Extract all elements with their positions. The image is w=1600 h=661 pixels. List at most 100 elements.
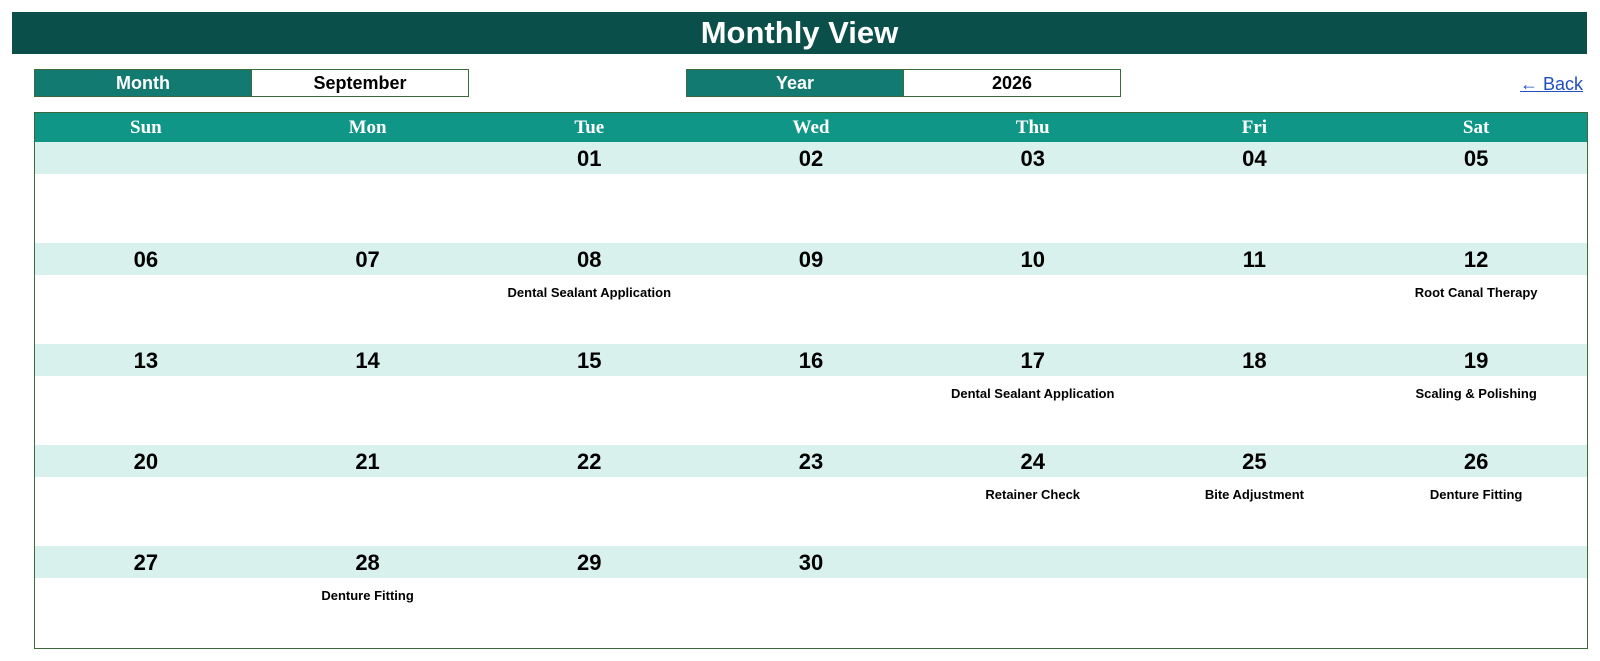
day-number: 15 xyxy=(478,344,701,376)
day-cell[interactable]: 24 Retainer Check xyxy=(921,445,1144,546)
day-events xyxy=(922,174,1144,243)
day-number: 08 xyxy=(478,243,701,275)
day-number xyxy=(1143,546,1366,578)
day-number: 27 xyxy=(35,546,257,578)
day-cell[interactable]: 04 xyxy=(1143,142,1366,243)
day-number: 17 xyxy=(921,344,1144,376)
day-events xyxy=(1144,275,1366,344)
day-cell[interactable]: 19 Scaling & Polishing xyxy=(1365,344,1587,445)
day-number xyxy=(921,546,1144,578)
year-select[interactable]: 2026 xyxy=(903,69,1121,97)
day-cell[interactable]: 11 xyxy=(1143,243,1366,344)
day-number: 30 xyxy=(700,546,922,578)
calendar-weeks: 01 02 03 04 05 06 07 08 Dental Sealant Applicati… xyxy=(35,142,1587,645)
day-events: Denture Fitting xyxy=(257,578,479,645)
day-events xyxy=(257,376,479,445)
month-select[interactable]: September xyxy=(251,69,469,97)
weekday-sat: Sat xyxy=(1462,117,1490,138)
day-cell[interactable]: 06 xyxy=(35,243,257,344)
day-number xyxy=(1365,546,1587,578)
day-cell[interactable]: 22 xyxy=(478,445,701,546)
day-events xyxy=(700,477,922,546)
day-number: 11 xyxy=(1143,243,1366,275)
day-events xyxy=(35,578,257,645)
day-cell[interactable]: 07 xyxy=(256,243,479,344)
day-number: 05 xyxy=(1365,142,1587,174)
day-cell[interactable]: 20 xyxy=(35,445,257,546)
weekday-sun: Sun xyxy=(130,117,162,138)
appointment-entry[interactable]: Denture Fitting xyxy=(1429,487,1523,502)
day-cell[interactable]: 16 xyxy=(700,344,922,445)
day-events xyxy=(257,275,479,344)
day-cell[interactable]: 29 xyxy=(478,546,701,645)
day-cell[interactable]: 10 xyxy=(921,243,1144,344)
day-cell[interactable]: 09 xyxy=(700,243,922,344)
day-number: 25 xyxy=(1143,445,1366,477)
back-link[interactable]: ← Back xyxy=(1519,74,1583,94)
appointment-entry[interactable]: Root Canal Therapy xyxy=(1414,285,1538,300)
day-cell[interactable]: 30 xyxy=(700,546,922,645)
day-cell[interactable]: 26 Denture Fitting xyxy=(1365,445,1587,546)
day-number xyxy=(256,142,479,174)
day-events xyxy=(922,578,1144,645)
day-cell[interactable]: 17 Dental Sealant Application xyxy=(921,344,1144,445)
day-cell[interactable]: 03 xyxy=(921,142,1144,243)
appointment-entry[interactable]: Denture Fitting xyxy=(321,588,414,603)
day-cell[interactable]: 12 Root Canal Therapy xyxy=(1365,243,1587,344)
day-events xyxy=(922,275,1144,344)
day-events xyxy=(1144,376,1366,445)
day-cell[interactable]: 01 xyxy=(478,142,701,243)
day-number: 21 xyxy=(256,445,479,477)
day-number: 02 xyxy=(700,142,922,174)
day-number: 09 xyxy=(700,243,922,275)
week-row: 06 07 08 Dental Sealant Application 09 10 11 12… xyxy=(35,243,1587,344)
appointment-entry[interactable]: Scaling & Polishing xyxy=(1415,386,1537,401)
day-events: Bite Adjustment xyxy=(1144,477,1366,546)
day-number: 29 xyxy=(478,546,701,578)
day-number: 18 xyxy=(1143,344,1366,376)
day-cell[interactable]: 14 xyxy=(256,344,479,445)
day-cell[interactable]: 23 xyxy=(700,445,922,546)
day-number: 10 xyxy=(921,243,1144,275)
page-title: Monthly View xyxy=(12,12,1587,54)
day-events xyxy=(35,376,257,445)
appointment-entry[interactable]: Retainer Check xyxy=(985,487,1081,502)
day-events xyxy=(700,174,922,243)
week-row: 20 21 22 23 24 Retainer Check 25 Bite Adjustmen… xyxy=(35,445,1587,546)
day-number: 20 xyxy=(35,445,257,477)
day-events xyxy=(700,578,922,645)
day-events xyxy=(257,174,479,243)
day-cell[interactable]: 25 Bite Adjustment xyxy=(1143,445,1366,546)
day-events xyxy=(478,477,700,546)
day-cell[interactable]: 27 xyxy=(35,546,257,645)
day-cell[interactable]: 18 xyxy=(1143,344,1366,445)
appointment-entry[interactable]: Dental Sealant Application xyxy=(950,386,1115,401)
appointment-entry[interactable]: Dental Sealant Application xyxy=(507,285,672,300)
day-number: 13 xyxy=(35,344,257,376)
weekday-mon: Mon xyxy=(348,117,387,138)
day-events xyxy=(1365,174,1587,243)
day-events xyxy=(700,376,922,445)
day-number: 04 xyxy=(1143,142,1366,174)
day-cell[interactable]: 13 xyxy=(35,344,257,445)
day-cell[interactable]: 02 xyxy=(700,142,922,243)
day-events: Retainer Check xyxy=(922,477,1144,546)
day-events: Dental Sealant Application xyxy=(478,275,700,344)
day-cell[interactable]: 15 xyxy=(478,344,701,445)
day-cell[interactable]: 28 Denture Fitting xyxy=(256,546,479,645)
weekday-header: Sun Mon Tue Wed Thu Fri Sat xyxy=(35,113,1587,142)
appointment-entry[interactable]: Bite Adjustment xyxy=(1204,487,1305,502)
day-number: 16 xyxy=(700,344,922,376)
day-events: Scaling & Polishing xyxy=(1365,376,1587,445)
year-label: Year xyxy=(686,69,904,97)
day-events xyxy=(1144,578,1366,645)
day-cell[interactable]: 05 xyxy=(1365,142,1587,243)
calendar-grid: Sun Mon Tue Wed Thu Fri Sat 01 02 03 04 05 06 07 08 De… xyxy=(34,112,1588,649)
day-events xyxy=(478,578,700,645)
day-number: 24 xyxy=(921,445,1144,477)
day-number: 23 xyxy=(700,445,922,477)
day-cell[interactable]: 21 xyxy=(256,445,479,546)
day-number: 19 xyxy=(1365,344,1587,376)
day-cell[interactable]: 08 Dental Sealant Application xyxy=(478,243,701,344)
day-number: 12 xyxy=(1365,243,1587,275)
